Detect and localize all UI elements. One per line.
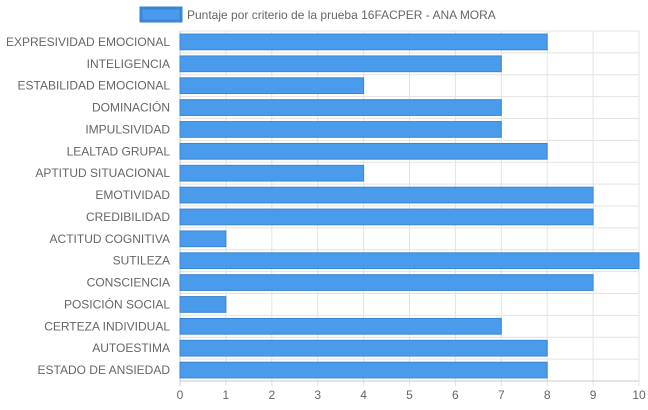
bar[interactable] [179, 99, 502, 116]
legend-label: Puntaje por criterio de la prueba 16FACP… [187, 8, 496, 22]
bars [179, 33, 640, 379]
bar[interactable] [179, 142, 548, 160]
bar[interactable] [179, 208, 594, 226]
bar[interactable] [179, 77, 365, 95]
x-tick-label: 3 [314, 388, 321, 402]
bar[interactable] [179, 55, 502, 73]
y-tick-label: ACTITUD COGNITIVA [50, 232, 170, 246]
y-tick-label: ESTADO DE ANSIEDAD [38, 363, 171, 377]
x-tick-label: 2 [268, 388, 275, 402]
legend[interactable]: Puntaje por criterio de la prueba 16FACP… [139, 6, 496, 23]
x-tick-label: 10 [632, 388, 646, 402]
bar[interactable] [179, 274, 594, 291]
x-tick-label: 1 [223, 388, 230, 402]
bar[interactable] [179, 230, 227, 248]
y-tick-label: POSICIÓN SOCIAL [64, 296, 170, 311]
x-tick-label: 9 [590, 388, 597, 402]
y-axis-labels: EXPRESIVIDAD EMOCIONAL INTELIGENCIA ESTABI… [6, 35, 170, 377]
bar[interactable] [179, 317, 502, 335]
y-tick-label: AUTOESTIMA [92, 341, 170, 355]
bar[interactable] [179, 252, 640, 270]
y-tick-label: CONSCIENCIA [87, 276, 170, 290]
bar[interactable] [179, 361, 548, 379]
y-tick-label: EMOTIVIDAD [95, 188, 170, 202]
y-tick-label: CREDIBILIDAD [86, 210, 170, 224]
y-tick-label: INTELIGENCIA [87, 57, 170, 71]
y-tick-label: ESTABILIDAD EMOCIONAL [18, 79, 171, 93]
legend-swatch [139, 6, 183, 23]
x-tick-label: 0 [177, 388, 184, 402]
y-tick-label: SUTILEZA [113, 254, 170, 268]
bar[interactable] [179, 296, 227, 313]
x-tick-label: 7 [498, 388, 505, 402]
x-tick-label: 4 [360, 388, 367, 402]
y-tick-label: IMPULSIVIDAD [85, 122, 170, 136]
bar[interactable] [179, 121, 502, 138]
y-tick-label: LEALTAD GRUPAL [67, 144, 171, 158]
bar[interactable] [179, 33, 548, 51]
x-axis-labels: 0 1 2 3 4 5 6 7 8 9 10 [177, 388, 646, 402]
bar[interactable] [179, 164, 365, 182]
y-tick-label: APTITUD SITUACIONAL [35, 166, 170, 180]
x-tick-label: 5 [406, 388, 413, 402]
x-tick-label: 8 [544, 388, 551, 402]
y-tick-label: DOMINACIÓN [92, 100, 170, 115]
y-tick-label: CERTEZA INDIVIDUAL [44, 319, 170, 333]
bar[interactable] [179, 339, 548, 357]
x-tick-label: 6 [452, 388, 459, 402]
bar[interactable] [179, 186, 594, 204]
y-tick-label: EXPRESIVIDAD EMOCIONAL [6, 35, 170, 49]
